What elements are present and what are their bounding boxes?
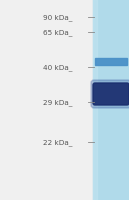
Bar <box>95 58 127 65</box>
Text: 40 kDa_: 40 kDa_ <box>43 64 72 71</box>
Text: 22 kDa_: 22 kDa_ <box>43 139 72 146</box>
Text: 90 kDa_: 90 kDa_ <box>43 15 72 21</box>
FancyBboxPatch shape <box>93 84 129 105</box>
Bar <box>93 0 129 200</box>
Text: 29 kDa_: 29 kDa_ <box>43 99 72 106</box>
FancyBboxPatch shape <box>91 81 129 108</box>
Text: 65 kDa_: 65 kDa_ <box>43 29 72 36</box>
Bar <box>93 0 97 200</box>
